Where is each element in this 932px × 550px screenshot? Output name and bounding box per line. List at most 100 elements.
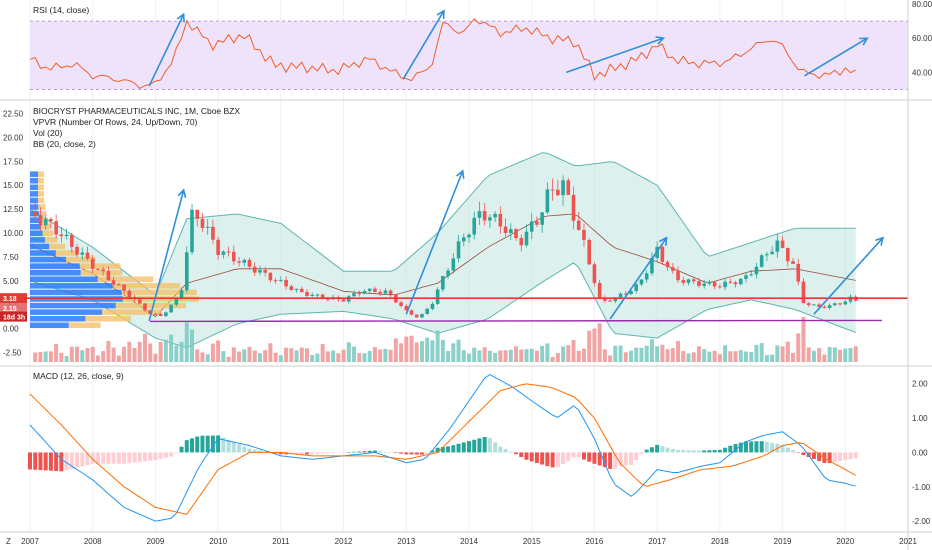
candle-body	[817, 304, 821, 307]
volume-bar	[38, 352, 43, 362]
candle-body	[221, 251, 226, 255]
macd-histogram-bar	[122, 452, 127, 464]
macd-histogram-bar	[571, 452, 576, 458]
candle-body	[566, 180, 571, 195]
macd-histogram-bar	[158, 452, 163, 459]
indicator-volume[interactable]: Vol (20)	[33, 128, 62, 138]
volume-bar	[843, 348, 848, 362]
macd-histogram-bar	[780, 444, 785, 453]
volume-bar	[712, 350, 717, 362]
macd-histogram-bar	[414, 452, 419, 455]
volume-bar	[461, 350, 466, 362]
macd-pane[interactable]: MACD (12, 26, close, 9) 2.00 1.00 0.00 -1.0…	[28, 371, 931, 526]
candle-body	[96, 268, 100, 270]
candle-body	[54, 221, 58, 235]
volume-bar	[378, 349, 383, 362]
price-pane[interactable]: 22.50 20.00 17.50 15.00 12.50 10.00 7.50 5.00 2.…	[0, 106, 908, 362]
candle-body	[623, 293, 628, 295]
macd-histogram-bar	[80, 452, 85, 467]
indicator-bollinger[interactable]: BB (20, close, 2)	[33, 139, 96, 149]
volume-bar	[456, 339, 461, 362]
candle-body	[519, 238, 524, 246]
price-tick-label: 0.00	[3, 325, 19, 334]
macd-histogram-bar	[346, 452, 351, 453]
time-tick-label: 2017	[648, 537, 666, 546]
candle-body	[571, 194, 576, 221]
volume-bar	[101, 351, 106, 362]
price-tick-label: 22.50	[3, 110, 24, 119]
annotation-arrows[interactable]	[148, 9, 885, 322]
volume-bar	[707, 351, 712, 362]
macd-histogram-bar	[843, 452, 848, 460]
macd-histogram-bar	[69, 452, 74, 469]
volume-bar	[409, 335, 414, 362]
macd-histogram-bar	[294, 452, 299, 455]
volume-bar	[550, 356, 555, 362]
candle-body	[226, 251, 231, 253]
candle-body	[707, 281, 712, 284]
volume-bar	[404, 336, 409, 362]
volume-bar	[686, 353, 691, 362]
candle-body	[33, 211, 38, 216]
macd-histogram-bar	[639, 452, 644, 455]
volume-bar	[639, 347, 644, 362]
volume-bar	[336, 353, 341, 362]
time-tick-label: 2019	[774, 537, 792, 546]
volume-profile-up-bar	[30, 309, 103, 315]
price-tick-label: 15.00	[3, 181, 24, 190]
candle-body	[446, 270, 450, 277]
volume-profile-down-bar	[38, 184, 44, 191]
volume-bar	[195, 349, 200, 362]
volume-profile-down-bar	[38, 171, 44, 177]
macd-histogram-bar	[529, 452, 534, 462]
volume-bar	[205, 354, 210, 362]
candle-body	[59, 234, 64, 237]
candle-body	[697, 281, 701, 286]
time-axis[interactable]: 2007 2008 2009 2010 2011 2012 2013 2014 2015 2016…	[21, 537, 917, 546]
support-line[interactable]	[149, 319, 883, 323]
candle-body	[117, 284, 121, 286]
time-tick-label: 2016	[586, 537, 604, 546]
volume-bar	[581, 348, 586, 362]
time-tick-label: 2007	[21, 537, 39, 546]
macd-histogram-bar	[278, 452, 283, 455]
macd-histogram-bar	[179, 446, 184, 453]
candle-body	[289, 286, 294, 290]
macd-histogram-bar	[728, 445, 733, 453]
volume-bar	[691, 352, 696, 362]
volume-bar	[555, 353, 560, 362]
volume-bar	[618, 345, 623, 362]
volume-bar	[503, 350, 508, 362]
macd-histogram-bar	[550, 452, 555, 468]
rsi-pane[interactable]: RSI (14, close) 80.00 60.00 40.00	[29, 0, 932, 90]
rsi-line	[29, 18, 856, 90]
indicator-vpvr[interactable]: VPVR (Number Of Rows, 24, Up/Down, 70)	[33, 117, 198, 127]
volume-bar	[717, 354, 722, 362]
volume-bar	[153, 353, 158, 362]
volume-bar	[534, 350, 539, 362]
macd-histogram-bar	[352, 451, 357, 453]
candle-body	[216, 239, 220, 255]
volume-bar	[184, 322, 189, 362]
candle-body	[848, 296, 853, 302]
rsi-title: RSI (14, close)	[33, 5, 89, 15]
volume-bar	[655, 346, 660, 362]
macd-histogram-bar	[811, 452, 816, 460]
volume-bar	[357, 353, 362, 362]
macd-histogram-bar	[508, 451, 513, 453]
symbol-title[interactable]: BIOCRYST PHARMACEUTICALS INC, 1M, Cboe B…	[33, 106, 240, 116]
volume-bar	[817, 348, 822, 362]
volume-bar	[743, 351, 748, 362]
price-tag	[0, 303, 27, 314]
volume-bar	[231, 347, 236, 362]
bollinger-upper	[29, 152, 856, 296]
macd-histogram-bar	[64, 452, 69, 471]
candle-body	[305, 291, 309, 296]
zoom-reset-button[interactable]: Z	[6, 537, 11, 546]
price-tick-label: -2.50	[3, 348, 22, 357]
volume-profile-up-bar	[30, 197, 38, 204]
macd-histogram-bar	[106, 452, 111, 464]
macd-title[interactable]: MACD (12, 26, close, 9)	[33, 371, 124, 381]
candle-body	[70, 234, 74, 247]
